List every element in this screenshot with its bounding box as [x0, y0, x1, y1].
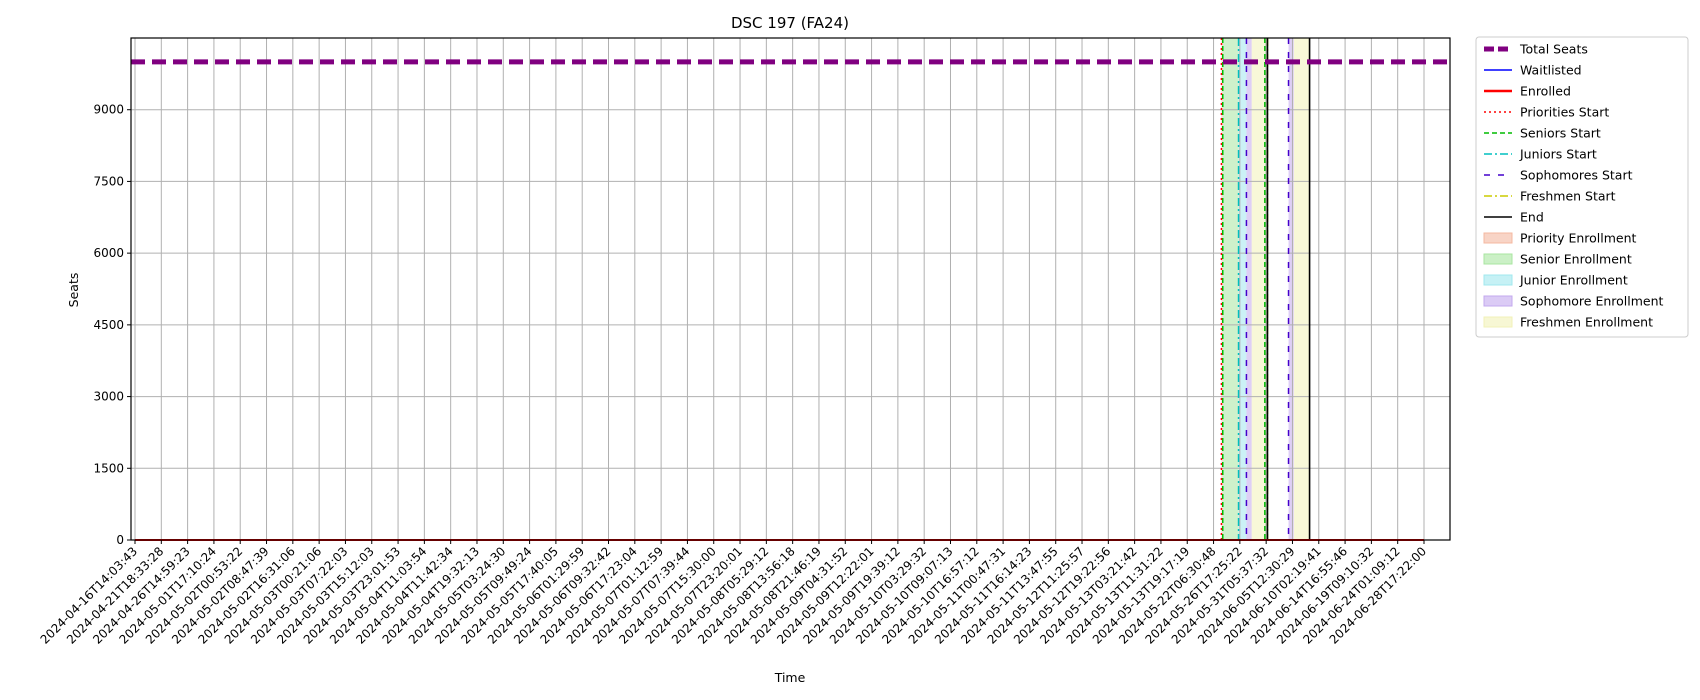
- legend-label: Freshmen Start: [1520, 189, 1616, 204]
- legend-label: End: [1520, 210, 1544, 225]
- legend-label: Sophomore Enrollment: [1520, 294, 1664, 309]
- legend-label: Senior Enrollment: [1520, 252, 1632, 267]
- plot-area: 01500300045006000750090002024-04-16T14:0…: [38, 37, 1451, 647]
- legend-label: Total Seats: [1519, 42, 1588, 57]
- legend-label: Priority Enrollment: [1520, 231, 1637, 246]
- legend-label: Seniors Start: [1520, 126, 1601, 141]
- shaded-region: [1251, 38, 1265, 540]
- legend-label: Freshmen Enrollment: [1520, 315, 1653, 330]
- chart-title: DSC 197 (FA24): [731, 14, 849, 32]
- y-tick-label: 3000: [93, 390, 124, 404]
- shaded-region: [1222, 38, 1239, 540]
- legend-swatch: [1483, 274, 1513, 286]
- legend-swatch: [1483, 316, 1513, 328]
- y-tick-label: 0: [116, 533, 124, 547]
- y-tick-label: 6000: [93, 246, 124, 260]
- legend-label: Juniors Start: [1519, 147, 1597, 162]
- y-tick-label: 1500: [93, 461, 124, 475]
- shaded-region: [1238, 38, 1247, 540]
- legend-label: Waitlisted: [1520, 63, 1582, 78]
- shaded-region: [1293, 38, 1310, 540]
- y-tick-label: 9000: [93, 103, 124, 117]
- legend-label: Sophomores Start: [1520, 168, 1633, 183]
- legend-swatch: [1483, 232, 1513, 244]
- legend-label: Junior Enrollment: [1519, 273, 1628, 288]
- y-tick-label: 7500: [93, 174, 124, 188]
- legend-box: [1475, 36, 1689, 338]
- shaded-region: [1288, 38, 1294, 540]
- y-axis-label: Seats: [66, 273, 81, 308]
- legend-swatch: [1483, 253, 1513, 265]
- chart-legend: Total Seats Waitlisted Enrolled Priorities …: [1475, 36, 1689, 338]
- x-axis-label: Time: [774, 670, 806, 685]
- legend-swatch: [1483, 295, 1513, 307]
- shaded-region: [1246, 38, 1252, 540]
- plot-frame: [130, 37, 1451, 541]
- legend-label: Enrolled: [1520, 84, 1571, 99]
- y-tick-label: 4500: [93, 318, 124, 332]
- legend-label: Priorities Start: [1520, 105, 1609, 120]
